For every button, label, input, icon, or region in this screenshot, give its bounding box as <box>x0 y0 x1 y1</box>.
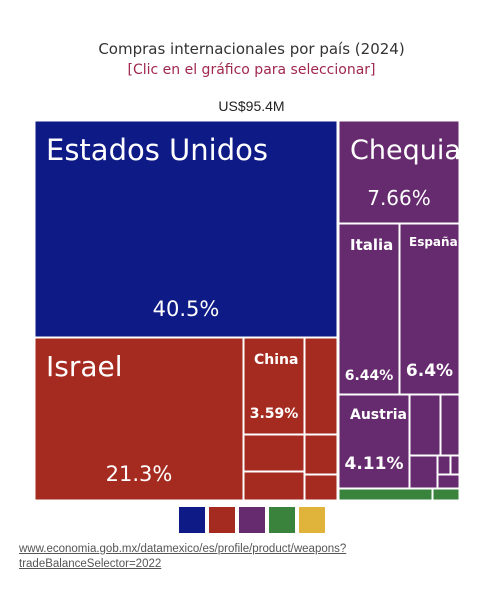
tile-china[interactable] <box>243 337 305 435</box>
tile-small-12[interactable] <box>338 488 433 501</box>
legend-swatch-america[interactable] <box>178 507 205 533</box>
legend-swatch-asia[interactable] <box>208 507 235 533</box>
tile-label-estados-unidos: Estados Unidos <box>46 133 268 167</box>
tile-espana[interactable] <box>399 223 460 395</box>
tile-israel[interactable] <box>34 337 244 501</box>
tile-label-italia: Italia <box>350 236 393 254</box>
tile-label-espana: España <box>409 235 458 249</box>
tile-small-5[interactable] <box>304 474 338 501</box>
tile-label-israel: Israel <box>46 350 123 383</box>
tile-small-13[interactable] <box>432 488 460 501</box>
tile-small-9[interactable] <box>437 455 451 475</box>
tile-value-italia: 6.44% <box>345 368 394 384</box>
legend-swatch-europa[interactable] <box>238 507 265 533</box>
tile-small-4[interactable] <box>243 471 305 501</box>
tile-small-2[interactable] <box>243 434 305 472</box>
tile-label-austria: Austria <box>350 407 407 423</box>
tile-value-chequia: 7.66% <box>367 186 431 210</box>
legend-swatch-africa[interactable] <box>268 507 295 533</box>
tile-small-1[interactable] <box>304 337 338 435</box>
tile-austria[interactable] <box>338 394 410 489</box>
tile-chequia[interactable] <box>338 120 460 224</box>
tile-italia[interactable] <box>338 223 400 395</box>
tile-estados-unidos[interactable] <box>34 120 338 338</box>
tile-label-china: China <box>254 352 298 368</box>
tile-small-10[interactable] <box>450 455 460 475</box>
tile-value-china: 3.59% <box>250 406 299 422</box>
tile-value-austria: 4.11% <box>345 454 404 474</box>
chart-title: Compras internacionales por país (2024) <box>98 40 405 58</box>
source-link-line-2[interactable]: tradeBalanceSelector=2022 <box>19 558 162 570</box>
treemap-chart[interactable]: Estados Unidos 40.5% Israel 21.3% China 3.59%… <box>0 0 503 505</box>
tile-value-espana: 6.4% <box>406 361 453 381</box>
total-value: US$95.4M <box>218 98 285 114</box>
legend-swatch-oceania[interactable] <box>298 507 325 533</box>
tile-small-6[interactable] <box>409 394 441 456</box>
chart-subtitle[interactable]: [Clic en el gráfico para seleccionar] <box>127 62 376 78</box>
tile-value-estados-unidos: 40.5% <box>153 297 220 321</box>
tile-small-8[interactable] <box>409 455 438 489</box>
tile-small-7[interactable] <box>440 394 460 456</box>
tile-small-11[interactable] <box>437 474 460 489</box>
legend <box>0 507 503 533</box>
tile-small-3[interactable] <box>304 434 338 475</box>
source-link[interactable]: www.economia.gob.mx/datamexico/es/profil… <box>19 542 346 572</box>
tile-value-israel: 21.3% <box>106 462 173 486</box>
source-link-line-1[interactable]: www.economia.gob.mx/datamexico/es/profil… <box>19 543 347 555</box>
tile-label-chequia: Chequia <box>350 135 461 166</box>
